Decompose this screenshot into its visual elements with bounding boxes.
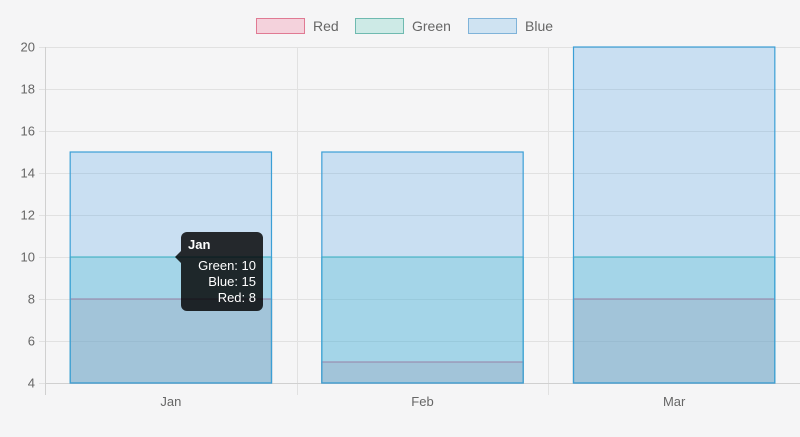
tooltip-line-green: Green: 10	[198, 258, 256, 273]
y-tick-label: 14	[21, 166, 35, 181]
bar-green-feb	[321, 256, 524, 384]
y-tick-label: 16	[21, 124, 35, 139]
legend-label-red: Red	[313, 18, 339, 34]
legend-label-blue: Blue	[525, 18, 553, 34]
y-tick-label: 20	[21, 40, 35, 55]
y-tick-label: 4	[28, 376, 35, 391]
y-tick-label: 8	[28, 292, 35, 307]
y-tick-label: 10	[21, 250, 35, 265]
x-tick-label: Mar	[663, 394, 686, 409]
tooltip-title: Jan	[188, 237, 211, 252]
bar-blue-feb	[321, 151, 524, 384]
x-tick-label: Feb	[411, 394, 433, 409]
bar-blue-mar	[572, 46, 776, 384]
y-tick-label: 6	[28, 334, 35, 349]
chart-tooltip: Jan Green: 10 Blue: 15 Red: 8	[175, 232, 263, 311]
bar-green-mar	[572, 256, 776, 384]
legend-label-green: Green	[412, 18, 451, 34]
legend-swatch-red	[256, 18, 305, 34]
tooltip-line-blue: Blue: 15	[208, 274, 256, 289]
y-tick-label: 12	[21, 208, 35, 223]
legend-swatch-green	[355, 18, 404, 34]
x-tick-label: Jan	[160, 394, 181, 409]
legend-swatch-blue	[468, 18, 517, 34]
y-tick-label: 18	[21, 82, 35, 97]
tooltip-line-red: Red: 8	[217, 290, 256, 305]
bar-red-jan	[69, 298, 273, 384]
